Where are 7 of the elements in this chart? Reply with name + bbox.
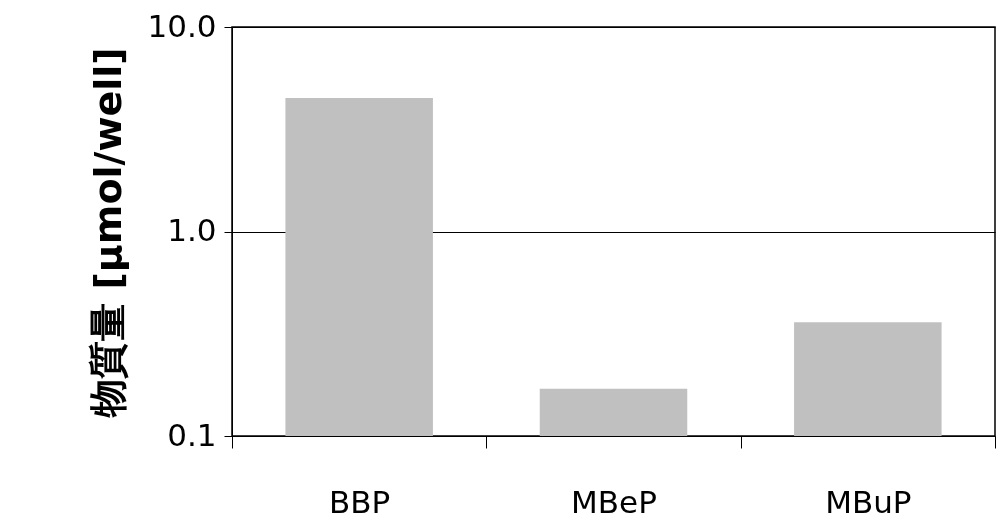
y-axis-title: 物質量 [μmol/well]: [86, 47, 131, 418]
y-tick-label: 1.0: [167, 212, 217, 248]
x-tick-label: BBP: [329, 483, 391, 520]
x-tick-label: MBeP: [571, 483, 657, 520]
y-tick-label: 0.1: [167, 416, 217, 453]
x-tick-label: MBuP: [825, 483, 912, 520]
y-tick-label: 10.0: [147, 7, 217, 44]
